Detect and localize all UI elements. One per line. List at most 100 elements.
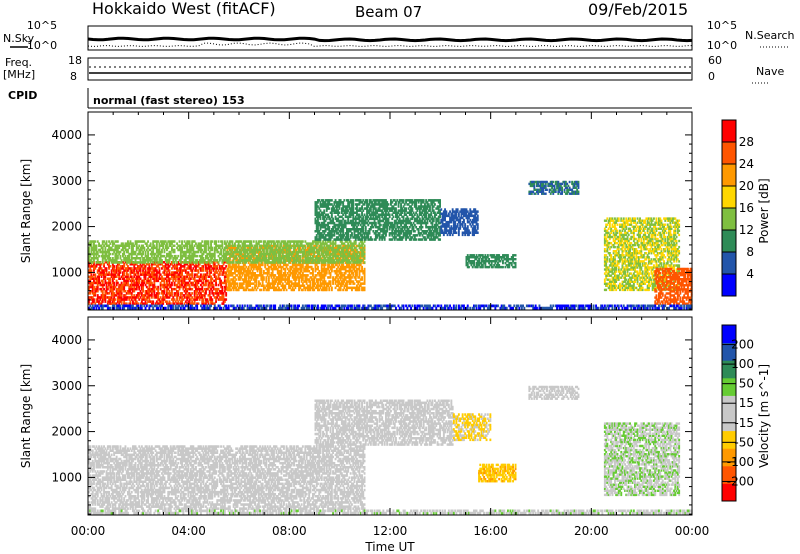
heatmap-cell bbox=[104, 279, 107, 283]
heatmap-cell bbox=[193, 285, 196, 289]
heatmap-cell bbox=[164, 269, 167, 272]
heatmap-cell bbox=[197, 287, 200, 291]
heatmap-cell bbox=[211, 240, 214, 243]
heatmap-cell bbox=[113, 296, 116, 299]
heatmap-cell bbox=[167, 279, 170, 283]
heatmap-cell bbox=[184, 290, 187, 293]
heatmap-cell bbox=[143, 267, 146, 270]
heatmap-cell bbox=[113, 292, 116, 295]
heatmap-cell bbox=[188, 261, 191, 264]
heatmap-cell bbox=[119, 298, 122, 301]
heatmap-cell bbox=[283, 250, 285, 254]
heatmap-cell bbox=[130, 261, 133, 264]
heatmap-cell bbox=[192, 263, 195, 266]
heatmap-cell bbox=[212, 287, 215, 291]
heatmap-cell bbox=[110, 296, 113, 299]
heatmap-cell bbox=[103, 271, 105, 274]
heatmap-cell bbox=[211, 285, 214, 289]
heatmap-cell bbox=[176, 285, 178, 289]
heatmap-cell bbox=[108, 279, 110, 283]
heatmap-cell bbox=[168, 285, 171, 289]
heatmap-cell bbox=[225, 298, 228, 301]
beam-label: Beam 07 bbox=[355, 3, 422, 21]
heatmap-cell bbox=[105, 292, 108, 295]
heatmap-cell bbox=[149, 287, 152, 291]
heatmap-cell bbox=[152, 302, 155, 305]
heatmap-cell bbox=[120, 287, 123, 291]
heatmap-cell bbox=[98, 302, 100, 305]
heatmap-cell bbox=[135, 267, 138, 270]
heatmap-cell bbox=[260, 267, 263, 271]
heatmap-cell bbox=[206, 269, 209, 272]
heatmap-cell bbox=[128, 292, 131, 295]
heatmap-cell bbox=[111, 290, 114, 293]
heatmap-cell bbox=[193, 279, 196, 283]
heatmap-cell bbox=[104, 269, 107, 272]
heatmap-cell bbox=[198, 294, 201, 297]
heatmap-cell bbox=[111, 263, 114, 266]
heatmap-cell bbox=[328, 225, 331, 229]
heatmap-cell bbox=[154, 277, 157, 280]
heatmap-cell bbox=[173, 265, 176, 268]
heatmap-cell bbox=[153, 279, 156, 283]
heatmap-cell bbox=[161, 290, 163, 293]
nave-label: Nave bbox=[756, 65, 784, 78]
heatmap-cell bbox=[148, 275, 151, 278]
heatmap-cell bbox=[138, 292, 141, 295]
heatmap-cell bbox=[99, 283, 102, 287]
heatmap-cell bbox=[99, 287, 102, 291]
nsky-tick-high: 10^5 bbox=[27, 19, 57, 32]
heatmap-cell bbox=[192, 281, 195, 285]
heatmap-cell bbox=[147, 267, 149, 270]
heatmap-cell bbox=[122, 271, 124, 274]
heatmap-cell bbox=[207, 263, 210, 266]
heatmap-cell bbox=[205, 273, 207, 276]
heatmap-cell bbox=[145, 302, 148, 305]
heatmap-cell bbox=[98, 300, 100, 303]
heatmap-cell bbox=[113, 269, 116, 272]
heatmap-cell bbox=[101, 281, 104, 285]
heatmap-cell bbox=[155, 292, 158, 295]
heatmap-cell bbox=[133, 263, 136, 266]
heatmap-cell bbox=[145, 281, 148, 285]
heatmap-cell bbox=[213, 265, 216, 268]
heatmap-cell bbox=[109, 252, 112, 256]
heatmap-cell bbox=[231, 240, 234, 243]
heatmap-cell bbox=[173, 273, 176, 276]
heatmap-cell bbox=[215, 277, 217, 280]
heatmap-cell bbox=[116, 265, 119, 268]
heatmap-cell bbox=[129, 285, 132, 289]
heatmap-cell bbox=[196, 265, 199, 268]
heatmap-cell bbox=[208, 292, 211, 295]
heatmap-cell bbox=[177, 279, 180, 283]
heatmap-cell bbox=[198, 298, 201, 301]
heatmap-cell bbox=[104, 300, 107, 303]
heatmap-cell bbox=[100, 296, 103, 299]
heatmap-cell bbox=[181, 300, 183, 303]
heatmap-cell bbox=[120, 275, 123, 278]
heatmap-cell bbox=[150, 267, 153, 270]
heatmap-cell bbox=[103, 273, 105, 276]
heatmap-cell bbox=[201, 290, 204, 293]
heatmap-cell bbox=[143, 277, 146, 280]
heatmap-cell bbox=[127, 265, 129, 268]
heatmap-cell bbox=[286, 263, 289, 267]
heatmap-cell bbox=[177, 290, 180, 293]
heatmap-cell bbox=[133, 267, 136, 270]
heatmap-cell bbox=[179, 265, 182, 268]
freq-unit-label: [MHz] bbox=[3, 68, 35, 81]
heatmap-cell bbox=[135, 279, 138, 283]
heatmap-cell bbox=[205, 267, 207, 270]
heatmap-cell bbox=[116, 273, 119, 276]
heatmap-cell bbox=[155, 279, 158, 283]
heatmap-cell bbox=[147, 240, 149, 243]
heatmap-cell bbox=[111, 300, 114, 303]
heatmap-cell bbox=[361, 276, 363, 279]
heatmap-cell bbox=[139, 296, 142, 299]
heatmap-cell bbox=[155, 261, 158, 264]
heatmap-cell bbox=[157, 298, 160, 301]
heatmap-cell bbox=[98, 273, 100, 276]
heatmap-cell bbox=[195, 267, 197, 270]
heatmap-cell bbox=[210, 265, 212, 268]
heatmap-cell bbox=[221, 240, 224, 243]
